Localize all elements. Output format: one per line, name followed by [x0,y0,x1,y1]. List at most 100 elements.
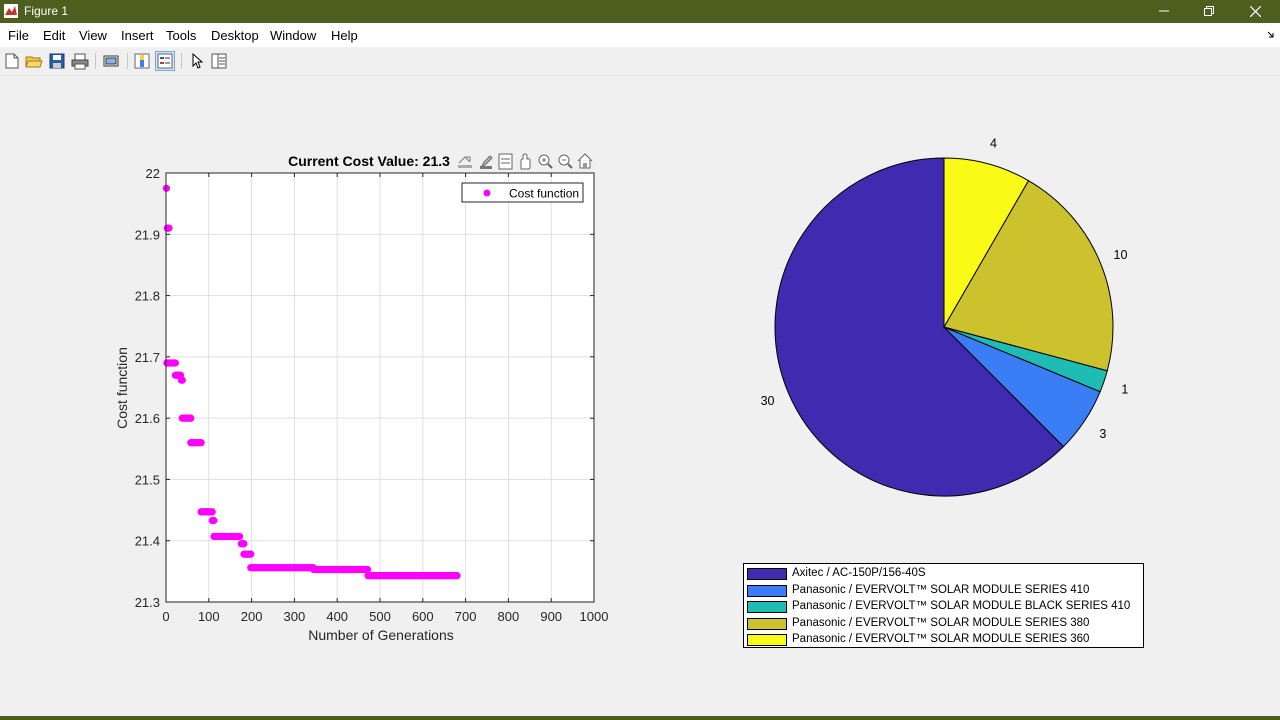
new-figure-icon[interactable] [3,52,21,70]
pie-legend[interactable]: Axitec / AC-150P/156-40S Panasonic / EVE… [743,563,1144,648]
x-tick-label: 300 [284,609,306,624]
open-icon[interactable] [25,52,43,70]
colorbar-icon[interactable] [133,52,151,70]
cost-series [162,184,461,580]
x-axis-label: Number of Generations [308,627,454,643]
axes-toolbar [458,153,593,170]
pie-slices [774,157,1114,497]
pie-labels: 30 3 1 10 4 [761,137,1129,442]
toolbar-separator [95,53,96,69]
pie-slice-label: 1 [1121,382,1128,396]
pie-slice-label: 3 [1099,427,1106,441]
matlab-icon [4,4,18,18]
home-icon[interactable] [577,153,593,169]
data-point [208,508,216,516]
x-tick-label: 400 [326,609,348,624]
data-point [240,540,248,548]
menu-window[interactable]: Window [270,28,317,43]
menu-view[interactable]: View [79,28,107,43]
legend-label: Panasonic / EVERVOLT™ SOLAR MODULE SERIE… [792,616,1090,629]
menu-desktop[interactable]: Desktop [211,28,259,43]
pie-slice-label: 4 [990,137,997,151]
window-title: Figure 1 [24,4,69,18]
data-point [171,359,180,367]
toolbar-separator [181,53,182,69]
y-tick-label: 22 [146,166,160,181]
title-bar: Figure 1 [0,0,1280,23]
x-tick-label: 0 [162,609,169,624]
y-tick-label: 21.5 [135,472,160,487]
x-tick-label: 500 [369,609,391,624]
data-point [187,414,195,422]
menu-edit[interactable]: Edit [43,28,66,43]
x-tick-label: 600 [412,609,434,624]
taskbar-strip [0,716,1280,720]
export-icon[interactable] [458,156,472,168]
menu-tools[interactable]: Tools [166,28,197,43]
legend-swatch [747,568,787,580]
y-tick-label: 21.9 [135,227,160,242]
data-point [210,516,218,525]
y-tick-label: 21.7 [135,350,160,365]
legend-label: Panasonic / EVERVOLT™ SOLAR MODULE BLACK… [792,600,1131,612]
pie-slice[interactable] [943,157,1030,329]
legend-label: Cost function [509,187,579,201]
menu-help[interactable]: Help [331,28,358,43]
x-tick-label: 100 [198,609,220,624]
pointer-icon[interactable] [188,52,206,70]
print-preview-icon[interactable] [102,52,120,70]
x-tick-label: 900 [540,609,562,624]
legend-label: Panasonic / EVERVOLT™ SOLAR MODULE SERIE… [792,583,1090,596]
y-tick-label: 21.8 [135,289,160,304]
property-inspector-icon[interactable] [210,52,228,70]
data-point [236,532,244,541]
axis-ticks: 0 100 200 300 400 500 600 700 800 900 1000 21.3 21.4… [135,166,609,624]
close-icon [1249,5,1261,18]
data-point [165,224,173,232]
legend-swatch [747,634,787,646]
legend-label: Axitec / AC-150P/156-40S [792,567,926,579]
y-axis-label: Cost function [114,347,130,429]
close-button[interactable] [1232,0,1278,23]
dock-arrow-icon[interactable] [1267,31,1275,39]
menu-insert[interactable]: Insert [121,28,154,43]
x-tick-label: 800 [498,609,520,624]
data-point [453,572,461,580]
y-tick-label: 21.3 [135,595,160,610]
plot-border [165,172,595,603]
x-tick-label: 200 [241,609,263,624]
chart-title: Current Cost Value: 21.3 [288,153,450,169]
minimize-icon [1159,10,1169,12]
cost-function-chart: 0 100 200 300 400 500 600 700 800 900 1000 21.3 21.4… [114,153,609,643]
data-point [247,550,255,558]
figure-toolbar [0,47,1280,76]
pie-slice-label: 10 [1114,248,1128,262]
pie-slice[interactable] [943,179,1114,372]
data-point [178,376,186,384]
menu-bar: File Edit View Insert Tools Desktop Wind… [0,23,1280,47]
x-tick-label: 1000 [580,609,609,624]
menu-file[interactable]: File [8,28,29,43]
module-pie-chart: 30 3 1 10 4 [761,137,1129,497]
legend-swatch [747,601,787,613]
legend-swatch [747,584,787,597]
pan-icon[interactable] [520,153,531,170]
data-point [363,565,372,574]
pie-slice-label: 30 [761,394,775,408]
chart-legend[interactable]: Cost function [461,182,584,203]
pie-slice[interactable] [774,157,1065,497]
brush-icon[interactable] [480,155,493,169]
restore-button[interactable] [1186,0,1232,23]
zoom-in-icon[interactable] [538,154,553,169]
legend-icon[interactable] [155,51,175,71]
restore-icon [1204,6,1214,16]
datatips-icon[interactable] [498,153,513,170]
minimize-button[interactable] [1141,0,1187,23]
print-icon[interactable] [71,52,89,70]
legend-label: Panasonic / EVERVOLT™ SOLAR MODULE SERIE… [792,633,1090,645]
save-icon[interactable] [48,52,66,70]
zoom-out-icon[interactable] [558,154,573,169]
x-tick-label: 700 [455,609,477,624]
y-tick-label: 21.6 [135,411,160,426]
y-tick-label: 21.4 [135,534,160,549]
